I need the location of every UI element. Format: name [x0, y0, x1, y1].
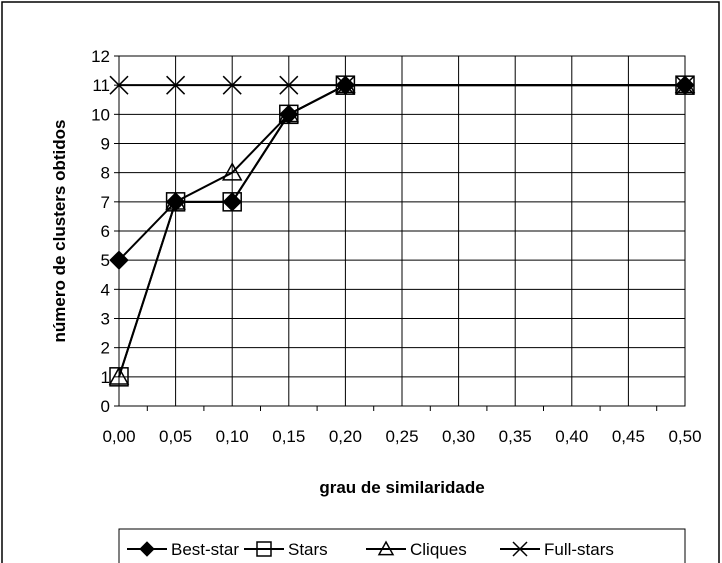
point-full-stars-1 [166, 75, 186, 95]
y-tick-label: 9 [101, 135, 110, 154]
legend-label-full-stars: Full-stars [544, 540, 614, 559]
y-tick-label: 11 [92, 76, 110, 95]
y-tick-label: 2 [101, 339, 110, 358]
y-tick-label: 5 [101, 251, 110, 270]
point-cliques-0 [108, 366, 130, 385]
point-full-stars-0 [109, 75, 129, 95]
legend-label-cliques: Cliques [410, 540, 467, 559]
legend-marker-best-star [139, 541, 155, 557]
y-tick-label: 12 [91, 47, 110, 66]
point-full-stars-3 [279, 75, 299, 95]
point-full-stars-5 [675, 75, 695, 95]
point-full-stars-0-stroke-b [109, 75, 129, 95]
x-tick-label: 0,40 [555, 427, 588, 446]
y-tick-label: 3 [101, 310, 110, 329]
point-best-star-0 [109, 250, 129, 270]
y-tick-label: 4 [101, 280, 110, 299]
point-full-stars-2-stroke-b [222, 75, 242, 95]
point-full-stars-4 [335, 75, 355, 95]
x-axis-title: grau de similaridade [319, 478, 484, 497]
legend-marker-full-stars [512, 541, 528, 557]
y-tick-label: 8 [101, 164, 110, 183]
point-full-stars-2 [222, 75, 242, 95]
point-full-stars-5-stroke-b [675, 75, 695, 95]
point-cliques-1 [165, 191, 186, 210]
point-full-stars-4-stroke-b [335, 75, 355, 95]
y-tick-label: 1 [101, 368, 110, 387]
x-tick-label: 0,20 [329, 427, 362, 446]
x-tick-label: 0,45 [612, 427, 645, 446]
x-tick-label: 0,30 [442, 427, 475, 446]
y-tick-label: 6 [101, 222, 110, 241]
legend-label-best-star: Best-star [171, 540, 239, 559]
x-tick-label: 0,25 [385, 427, 418, 446]
x-tick-label: 0,00 [102, 427, 135, 446]
point-stars-2 [222, 192, 242, 212]
y-axis-title: número de clusters obtidos [50, 120, 69, 343]
legend-marker-stars [256, 541, 272, 557]
y-tick-label: 7 [101, 193, 110, 212]
legend-marker-full-stars-stroke-b [512, 541, 528, 557]
x-axis: 0,00 0,05 0,10 0,15 0,20 0,25 0,30 0,35 0,40 0,45… [102, 406, 702, 446]
x-tick-label: 0,10 [216, 427, 249, 446]
point-cliques-2 [221, 162, 243, 181]
x-tick-label: 0,50 [668, 427, 701, 446]
series-group [108, 74, 696, 387]
point-full-stars-3-stroke-b [279, 75, 299, 95]
y-tick-label: 0 [101, 397, 110, 416]
legend-label-stars: Stars [288, 540, 328, 559]
x-tick-label: 0,35 [499, 427, 532, 446]
point-full-stars-1-stroke-b [166, 75, 186, 95]
point-cliques-3 [278, 103, 300, 123]
legend: Best-star Stars Cliques Full-stars [127, 540, 614, 559]
x-tick-label: 0,05 [159, 427, 192, 446]
legend-marker-cliques [377, 540, 395, 556]
legend-box [118, 528, 686, 563]
x-tick-label: 0,15 [272, 427, 305, 446]
y-tick-label: 10 [91, 105, 110, 124]
